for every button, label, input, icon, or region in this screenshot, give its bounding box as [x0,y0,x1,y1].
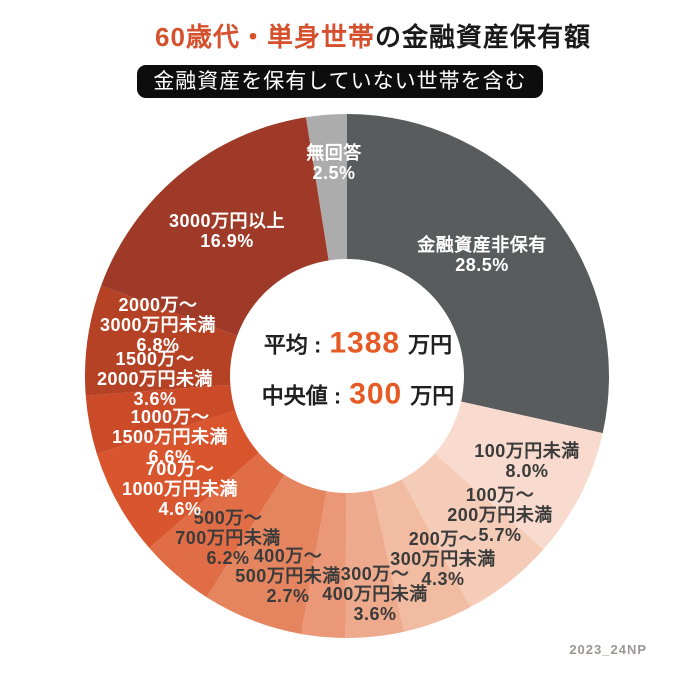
average-value: 1388 [329,326,401,360]
donut-hole [230,259,464,493]
average-unit: 万円 [408,332,453,358]
subtitle-wrap: 金融資産を保有していない世帯を含む [0,65,690,98]
median-row: 中央値 : 300 万円 [262,378,455,412]
segment-label-1: 100万円未満 8.0% [474,440,580,481]
segment-label-0: 金融資産非保有 28.5% [417,234,547,275]
segment-label-11: 3000万円以上 16.9% [168,210,286,251]
center-stats: 平均 : 1388 万円 中央値 : 300 万円 [262,327,455,412]
chart-title: 60歳代・単身世帯の金融資産保有額 [23,22,700,52]
segment-label-6: 500万〜 700万円未満 6.2% [175,507,281,569]
average-row: 平均 : 1388 万円 [264,327,452,361]
chart-title-rest: の金融資産保有額 [374,22,591,52]
median-label: 中央値 : [261,383,342,409]
segment-label-12: 無回答 2.5% [306,142,362,183]
segment-label-4: 300万〜 400万円未満 3.6% [322,563,428,625]
median-value: 300 [349,377,403,411]
segment-label-10: 2000万〜 3000万円未満 6.8% [99,294,217,356]
segment-label-5: 400万〜 500万円未満 2.7% [235,545,341,607]
chart-title-highlight: 60歳代・単身世帯 [155,22,375,52]
average-label: 平均 : [263,332,322,358]
segment-label-9: 1500万〜 2000万円未満 3.6% [96,348,214,410]
segment-label-8: 1000万〜 1500万円未満 6.6% [111,406,229,468]
segment-label-2: 100万〜 200万円未満 5.7% [447,484,553,546]
median-unit: 万円 [410,383,455,409]
subtitle-badge: 金融資産を保有していない世帯を含む [137,65,543,98]
source-code: 2023_24NP [569,642,647,657]
segment-label-7: 700万〜 1000万円未満 4.6% [121,458,239,520]
segment-label-3: 200万〜 300万円未満 4.3% [390,528,496,590]
